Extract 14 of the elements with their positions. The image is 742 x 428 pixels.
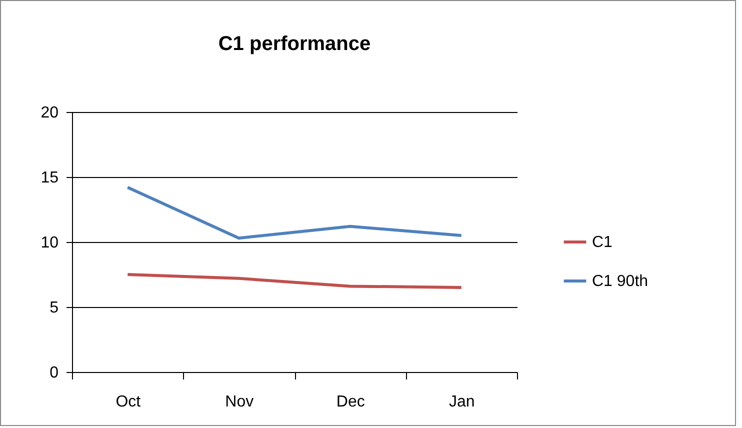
y-tick-label: 20 <box>40 104 59 122</box>
y-tick-label: 15 <box>40 170 59 186</box>
x-tick-label: Dec <box>336 394 365 410</box>
legend-label: C1 90th <box>592 273 648 290</box>
chart-title: C1 performance <box>218 33 371 55</box>
line-series <box>126 186 463 240</box>
x-tick-label: Nov <box>225 394 254 410</box>
x-tick-label: Jan <box>448 394 475 410</box>
line-series <box>126 273 463 289</box>
legend-label: C1 <box>592 234 613 251</box>
x-tick-label: Oct <box>116 394 142 410</box>
y-tick-label: 5 <box>50 300 59 316</box>
y-tick-label: 10 <box>40 234 59 252</box>
y-tick-label: 0 <box>50 364 59 382</box>
